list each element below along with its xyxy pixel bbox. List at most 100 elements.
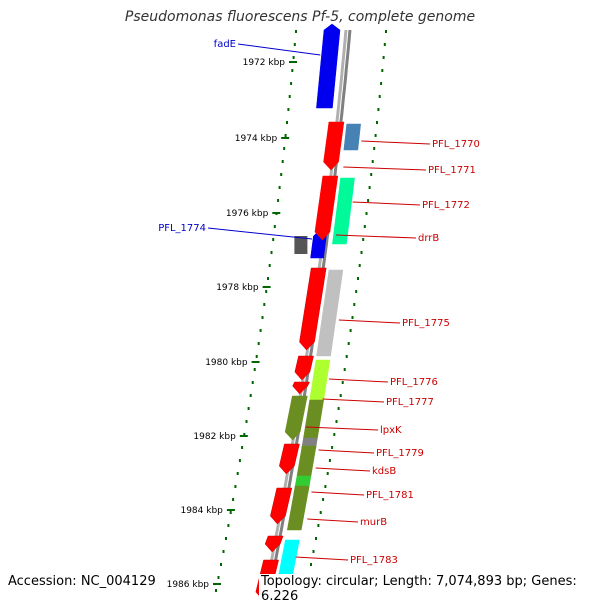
guide-dot [247,407,250,410]
guide-dot [362,238,365,241]
guide-dot [310,563,312,566]
leader-line [343,166,427,171]
leader-line [295,556,349,561]
guide-dot [261,316,264,319]
guide-dot [227,524,230,527]
guide-dot [281,160,284,163]
leader-line [335,234,417,239]
guide-dot [319,511,322,514]
guide-dot [236,472,239,475]
leader-line [361,140,431,145]
guide-dot [295,30,297,33]
gene-drrb [314,175,339,241]
guide-dot [286,121,288,124]
guide-dot [290,82,293,85]
gene-kdsb [296,445,317,477]
guide-dot [245,420,248,423]
leader-line [352,201,421,206]
guide-dot [263,303,266,306]
gene-block [270,487,293,525]
guide-dot [268,264,271,267]
gene-layer [255,23,361,600]
gene-label: PFL_1781 [366,490,414,501]
tick-label: 1986 kbp [167,580,210,590]
gene-block [264,535,284,553]
tick-label: 1976 kbp [226,209,269,219]
guide-dot [255,355,258,358]
guide-dot [222,550,225,553]
guide-dot [270,251,273,254]
guide-dot [257,342,260,345]
leader-line [311,491,365,496]
guide-dot [251,381,254,384]
guide-dot [215,589,217,592]
tick-label: 1980 kbp [205,358,248,368]
guide-dot [291,69,294,72]
label-layer: fadE PFL_1770 PFL_1771 PFL_1772 PFL_1774 drrB… [158,39,480,566]
guide-dot [328,459,331,462]
gene-pfl-1771 [323,121,345,171]
guide-dot [322,498,325,501]
guide-dot [315,537,317,540]
guide-dot [259,329,262,332]
guide-dot [324,485,327,488]
tick-label: 1974 kbp [235,134,278,144]
leader-line [322,398,385,403]
gene-label: lpxK [380,425,402,436]
guide-dot [382,56,385,59]
guide-dot [360,251,363,254]
gene-fade [316,23,341,109]
gene-label: PFL_1779 [376,448,424,459]
guide-dot [385,30,387,33]
guide-dot [355,290,358,293]
gene-label: fadE [214,39,236,50]
gene-block [279,443,300,475]
leader-line [315,467,371,472]
guide-dot [220,563,222,566]
guide-dot [232,498,235,501]
guide-dot [292,56,295,59]
tick-label: 1978 kbp [216,283,259,293]
gene-murb [286,485,310,531]
guide-dot [358,264,361,267]
guide-dot [347,342,350,345]
guide-dot [383,43,386,46]
guide-dot [253,368,256,371]
tick-label: 1972 kbp [243,58,286,68]
guide-dot [265,290,268,293]
guide-dot [312,550,315,553]
gene-label: PFL_1775 [402,318,450,329]
guide-dot [278,186,281,189]
guide-dot [351,316,354,319]
guide-dot [267,277,269,280]
guide-dot [367,199,370,202]
leader-line [328,378,389,383]
guide-dot [377,108,380,111]
gene-pfl-1776 [309,359,331,401]
gene-label: drrB [418,233,439,244]
gene-pfl-1777 [303,399,324,439]
guide-dot [234,485,237,488]
gene-lpxk [284,395,308,441]
gene-label: kdsB [372,466,396,477]
guide-dot [333,433,336,436]
leader-line [237,43,321,56]
guide-dot [357,277,359,280]
guide-dot [283,147,286,150]
gene-block [299,267,327,351]
guide-dot [339,394,342,397]
guide-dot [241,446,244,449]
tick-layer: 1972 kbp 1974 kbp 1976 kbp 1978 kbp 1980 kbp… [167,30,387,592]
leader-line [318,449,375,454]
guide-dot [273,225,276,228]
guide-dot [238,459,241,462]
gene-label: PFL_1776 [390,377,438,388]
gene-pfl-1770 [343,123,361,151]
guide-dot [374,134,377,137]
guide-dot [373,147,376,150]
guide-dot [378,95,381,98]
gene-label: PFL_1774 [158,223,206,234]
guide-dot [370,173,373,176]
gene-label: PFL_1783 [350,555,398,566]
guide-dot [317,524,320,527]
